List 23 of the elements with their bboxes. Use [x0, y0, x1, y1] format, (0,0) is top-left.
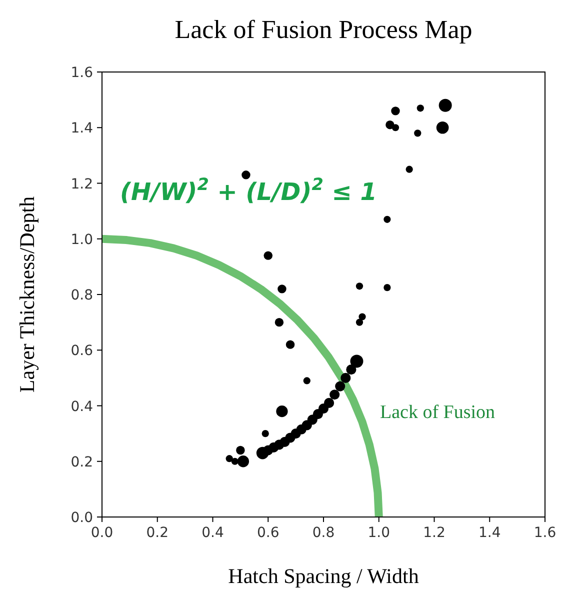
x-tick-label: 0.2: [146, 525, 169, 541]
chart-title: Lack of Fusion Process Map: [174, 15, 472, 44]
x-tick-label: 0.0: [90, 525, 114, 541]
x-tick-label: 0.4: [202, 525, 224, 541]
y-tick-label: 1.4: [70, 120, 94, 137]
y-tick-label: 0.4: [70, 398, 94, 415]
annotation: (H/W)$^{2}$ + (L/D)$^{2}$ ≤ 1: [120, 174, 377, 206]
y-tick-label: 0.8: [70, 288, 93, 304]
annotation: Lack of Fusion: [380, 402, 496, 423]
y-tick-label: 1.6: [70, 65, 94, 81]
x-tick-label: 1.2: [423, 525, 446, 541]
y-tick-label: 0.0: [70, 510, 93, 526]
y-tick-label: 1.2: [70, 176, 93, 192]
x-axis-title: Hatch Spacing / Width: [228, 564, 420, 588]
y-axis-title: Layer Thickness/Depth: [15, 196, 39, 393]
y-tick-label: 0.2: [70, 454, 93, 470]
y-tick-label: 0.6: [70, 343, 94, 360]
x-tick-label: 1.0: [368, 525, 390, 541]
x-tick-label: 0.8: [312, 525, 335, 541]
x-tick-label: 1.4: [478, 525, 501, 541]
x-tick-label: 1.6: [534, 525, 556, 541]
y-tick-label: 1.0: [70, 232, 93, 248]
x-tick-label: 0.6: [256, 525, 280, 541]
